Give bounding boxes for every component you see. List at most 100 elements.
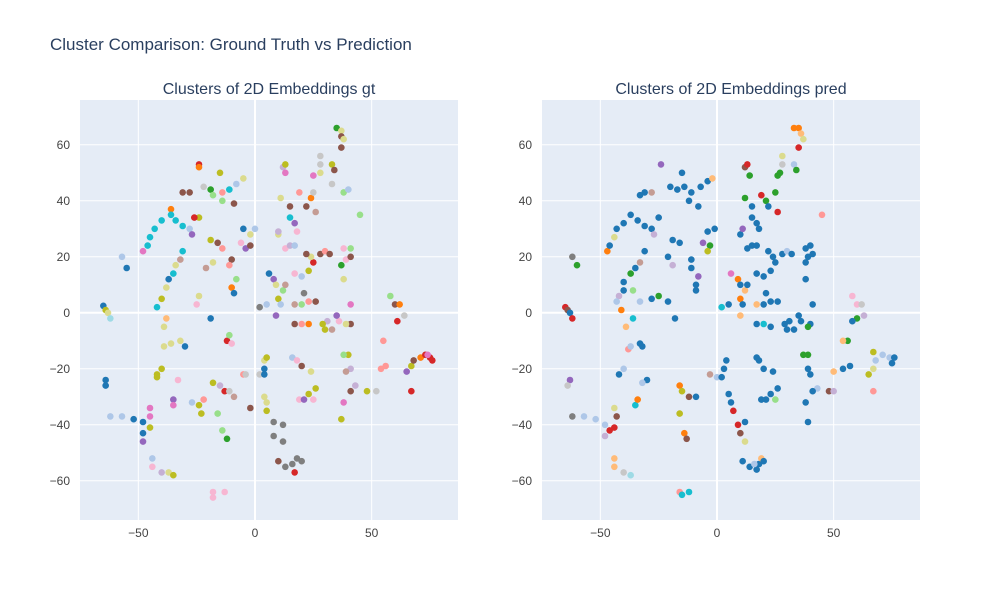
data-point — [338, 261, 345, 269]
data-point — [263, 399, 270, 406]
data-point — [611, 233, 618, 241]
data-point — [146, 404, 154, 412]
data-point — [772, 396, 779, 403]
data-point — [795, 312, 802, 319]
data-point — [270, 275, 277, 283]
data-point — [713, 373, 721, 381]
data-point — [328, 180, 336, 188]
data-point — [209, 488, 217, 496]
data-point — [685, 393, 693, 401]
data-point — [172, 217, 179, 224]
data-point — [891, 354, 898, 361]
data-point — [261, 393, 268, 401]
data-point — [734, 421, 742, 429]
data-point — [620, 365, 627, 373]
data-point — [795, 124, 802, 132]
data-point — [118, 253, 126, 261]
data-point — [641, 247, 648, 255]
data-point — [767, 267, 774, 275]
data-point — [312, 298, 319, 305]
data-point — [753, 301, 760, 308]
data-point — [149, 463, 156, 471]
data-point — [839, 365, 847, 373]
data-point — [151, 225, 158, 233]
data-point — [664, 298, 672, 305]
data-point — [620, 287, 627, 294]
data-point — [340, 245, 347, 252]
data-point — [312, 208, 319, 216]
data-point — [888, 359, 896, 367]
data-point — [193, 301, 200, 308]
data-point — [800, 135, 807, 143]
data-point — [391, 301, 399, 308]
x-tick-label: 0 — [714, 526, 721, 540]
data-point — [307, 194, 315, 202]
data-point — [195, 163, 203, 171]
data-point — [711, 225, 718, 233]
data-point — [102, 382, 109, 389]
data-point — [247, 242, 254, 249]
data-point — [611, 455, 618, 462]
data-point — [748, 203, 756, 210]
data-point — [296, 396, 303, 403]
data-point — [636, 298, 644, 305]
data-point — [310, 259, 317, 266]
subplot-pred: −60 −40 −20 0 20 40 60 −50 0 50 Clusters of 2D Emb… — [512, 81, 920, 540]
data-point — [620, 278, 627, 286]
data-point — [564, 382, 571, 389]
data-point — [226, 387, 233, 395]
data-point — [102, 376, 109, 384]
data-point — [709, 175, 716, 182]
data-point — [620, 219, 627, 227]
data-point — [209, 191, 217, 199]
data-point — [795, 144, 802, 151]
data-point — [347, 320, 354, 328]
data-point — [305, 390, 312, 398]
data-point — [825, 387, 833, 395]
data-point — [158, 217, 165, 224]
data-point — [846, 362, 854, 370]
data-point — [688, 256, 695, 263]
data-point — [753, 219, 760, 227]
y-tick-label: 40 — [57, 194, 71, 208]
data-point — [830, 368, 837, 375]
data-point — [858, 301, 865, 308]
data-point — [755, 357, 763, 364]
data-point — [319, 320, 326, 328]
data-point — [769, 253, 777, 261]
data-point — [228, 340, 235, 347]
data-point — [298, 457, 305, 465]
data-point — [270, 432, 277, 440]
data-point — [634, 217, 641, 224]
data-point — [681, 183, 688, 191]
data-point — [793, 166, 800, 174]
data-point — [774, 208, 781, 216]
data-point — [629, 287, 637, 294]
data-point — [263, 407, 270, 415]
data-point — [741, 438, 749, 445]
y-tick-label: 20 — [519, 250, 533, 264]
data-point — [790, 326, 798, 333]
data-point — [305, 267, 312, 275]
data-point — [219, 245, 226, 252]
data-point — [179, 247, 186, 255]
data-point — [818, 211, 826, 219]
data-point — [317, 169, 324, 177]
data-point — [804, 351, 812, 359]
data-point — [310, 396, 317, 403]
data-point — [695, 273, 702, 280]
data-point — [181, 343, 189, 350]
data-point — [303, 250, 310, 258]
data-point — [566, 376, 574, 384]
data-point — [270, 418, 277, 426]
data-point — [347, 301, 354, 308]
data-point — [289, 460, 296, 468]
data-point — [312, 385, 319, 392]
data-point — [601, 421, 609, 429]
subplot-title: Clusters of 2D Embeddings gt — [163, 81, 376, 98]
data-point — [573, 261, 581, 269]
data-point — [144, 242, 151, 249]
data-point — [251, 225, 259, 233]
data-point — [739, 301, 746, 308]
